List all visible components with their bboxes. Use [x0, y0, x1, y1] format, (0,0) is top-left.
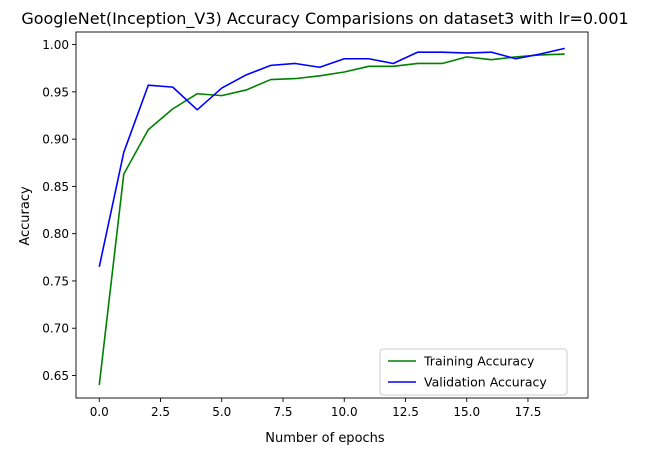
legend-box — [379, 348, 568, 396]
legend-label: Training Accuracy — [423, 354, 535, 369]
x-tick-label: 17.5 — [515, 405, 542, 419]
x-tick-label: 15.0 — [453, 405, 480, 419]
y-tick-label: 1.00 — [42, 38, 69, 52]
axes-frame — [75, 31, 589, 399]
x-tick-label: 10.0 — [331, 405, 358, 419]
y-tick-label: 0.65 — [42, 369, 69, 383]
legend: Training Accuracy Validation Accuracy — [379, 348, 568, 396]
y-tick-label: 0.85 — [42, 180, 69, 194]
y-axis-label: Accuracy — [18, 186, 33, 246]
y-tick-label: 0.95 — [42, 85, 69, 99]
y-tick-label: 0.80 — [42, 227, 69, 241]
y-tick-label: 0.90 — [42, 133, 69, 147]
x-tick-label: 2.5 — [151, 405, 170, 419]
series-line-training — [98, 53, 565, 386]
y-tick-label: 0.75 — [42, 274, 69, 288]
x-tick-label: 5.0 — [212, 405, 231, 419]
x-tick-label: 12.5 — [392, 405, 419, 419]
series-line-validation — [98, 47, 565, 267]
x-tick-label: 7.5 — [273, 405, 292, 419]
legend-label: Validation Accuracy — [424, 375, 547, 390]
y-tick-label: 0.70 — [42, 322, 69, 336]
chart-title: GoogleNet(Inception_V3) Accuracy Compari… — [21, 9, 628, 29]
plot-area: 0.0 2.5 5.0 7.5 10.0 12.5 15.0 17.5 0.65 0.70 0.75… — [42, 31, 589, 419]
x-axis-label: Number of epochs — [265, 431, 385, 446]
x-tick-label: 0.0 — [90, 405, 109, 419]
